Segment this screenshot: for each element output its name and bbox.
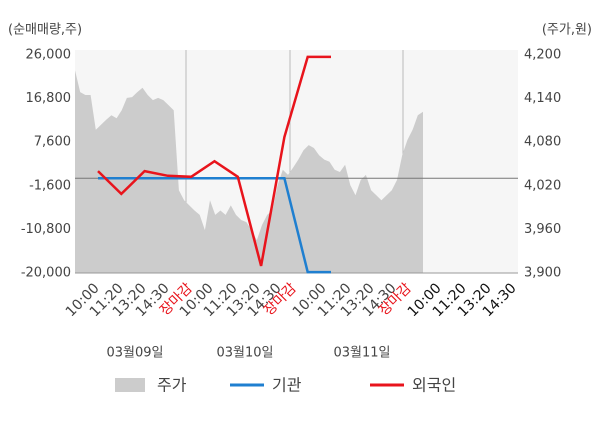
price-area — [75, 70, 423, 273]
legend-swatch — [115, 378, 145, 392]
y2-tick-label: 3,900 — [524, 266, 561, 281]
y-axis-title: (순매매량,주) — [8, 23, 82, 38]
y-tick-label: 16,800 — [26, 91, 72, 106]
y2-tick-label: 4,020 — [524, 178, 561, 193]
date-label: 03월09일 — [106, 346, 163, 361]
date-label: 03월10일 — [216, 346, 273, 361]
y2-tick-label: 4,140 — [524, 91, 561, 106]
y-tick-label: -1,600 — [29, 178, 71, 193]
legend-label: 외국인 — [412, 376, 456, 395]
y2-axis-title: (주가,원) — [542, 23, 592, 38]
y-tick-label: 26,000 — [26, 48, 72, 63]
legend-label: 기관 — [272, 376, 302, 395]
y-tick-label: 7,600 — [34, 135, 71, 150]
y-tick-label: -20,000 — [21, 266, 71, 281]
legend-label: 주가 — [157, 376, 187, 395]
y2-tick-label: 4,200 — [524, 48, 561, 63]
y2-tick-label: 3,960 — [524, 222, 561, 237]
y-tick-label: -10,800 — [21, 222, 71, 237]
y2-tick-label: 4,080 — [524, 135, 561, 150]
series-line — [97, 55, 331, 267]
date-label: 03월11일 — [333, 346, 390, 361]
